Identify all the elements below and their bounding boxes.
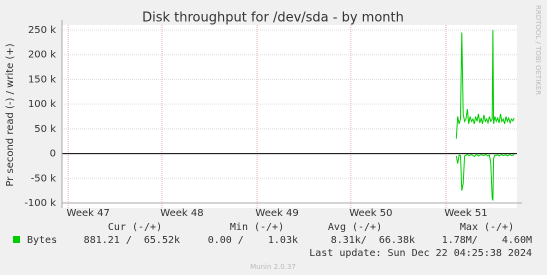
y-axis-label: Pr second read (-) / write (+): [5, 43, 16, 186]
last-update: Last update: Sun Dec 22 04:25:38 2024: [309, 248, 532, 259]
y-tick-label: -100 k: [24, 198, 56, 209]
y-tick-label: 250 k: [28, 25, 56, 36]
y-tick-label: 150 k: [28, 74, 56, 85]
data-line: [455, 153, 515, 201]
y-tick-label: 200 k: [28, 50, 56, 61]
legend-value: 1.78M/ 4.60M: [442, 235, 532, 246]
legend-column-header: Avg (-/+): [328, 222, 382, 233]
x-tick-label: Week 48: [160, 208, 203, 219]
y-tick-label: 50 k: [34, 124, 56, 135]
legend-column-header: Max (-/+): [460, 222, 514, 233]
legend-column-header: Cur (-/+): [108, 222, 162, 233]
legend-value: 8.31k/ 66.38k: [331, 235, 415, 246]
x-tick-label: Week 49: [255, 208, 298, 219]
legend-swatch: [13, 236, 20, 243]
plot-area: [62, 25, 517, 208]
y-tick-label: 0: [50, 149, 56, 160]
x-tick-label: Week 47: [67, 208, 110, 219]
data-line: [455, 29, 515, 139]
legend-entry: Bytes: [27, 235, 57, 246]
legend-value: 881.21 / 65.52k: [84, 235, 180, 246]
chart-title: Disk throughput for /dev/sda - by month: [142, 11, 404, 26]
y-tick-label: -50 k: [31, 173, 57, 184]
watermark: RRDTOOL / TOBI OETIKER: [534, 5, 542, 95]
legend-value: 0.00 / 1.03k: [208, 235, 298, 246]
footer: Munin 2.0.37: [250, 263, 296, 271]
x-tick-label: Week 50: [349, 208, 392, 219]
y-tick-label: 100 k: [28, 99, 56, 110]
x-tick-label: Week 51: [444, 208, 487, 219]
legend-column-header: Min (-/+): [230, 222, 284, 233]
